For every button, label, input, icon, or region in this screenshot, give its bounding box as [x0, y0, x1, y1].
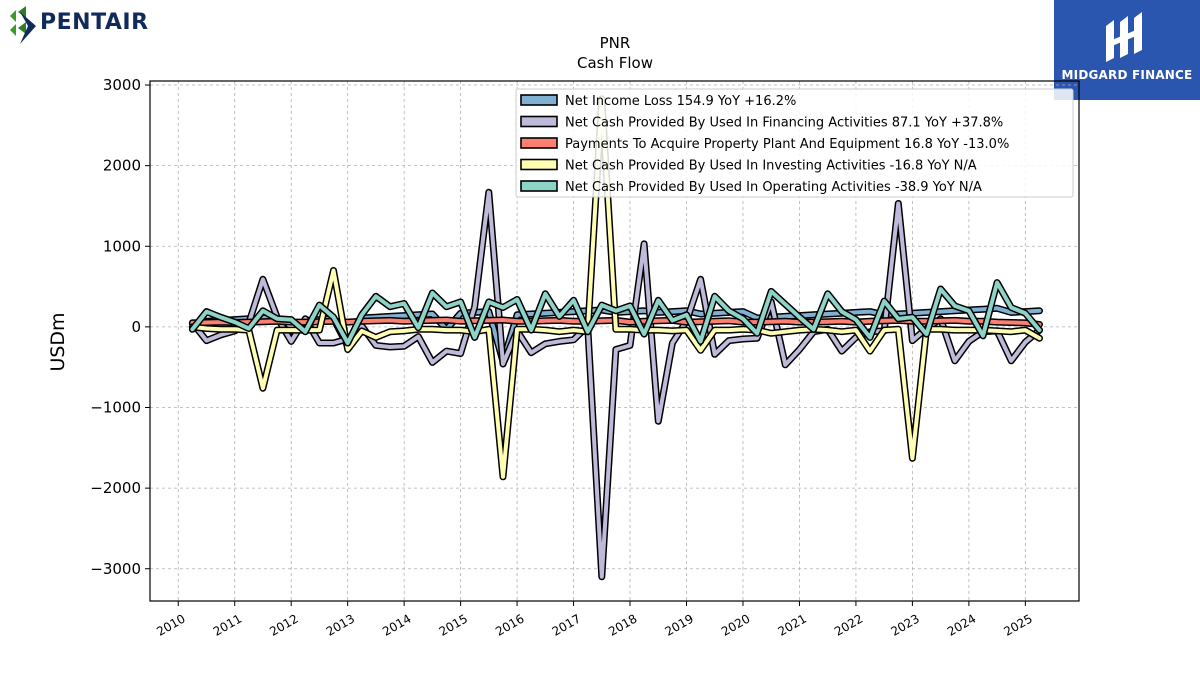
y-tick-label: 1000: [103, 237, 141, 255]
y-tick-label: −2000: [90, 479, 141, 497]
x-tick-label: 2010: [154, 611, 187, 638]
chart-subtitle: Cash Flow: [577, 54, 653, 72]
legend-label: Payments To Acquire Property Plant And E…: [565, 137, 1009, 152]
legend-box: [515, 88, 1074, 198]
legend-swatch: [520, 180, 558, 192]
y-tick-label: 3000: [103, 76, 141, 94]
series-line: [190, 190, 1042, 579]
x-tick-label: 2013: [324, 611, 357, 638]
y-tick-label: −3000: [90, 560, 141, 578]
x-tick-label: 2020: [719, 611, 752, 638]
legend-label: Net Income Loss 154.9 YoY +16.2%: [565, 94, 796, 109]
legend-swatch: [520, 94, 558, 106]
legend-swatch: [520, 137, 558, 149]
x-tick-label: 2024: [945, 611, 978, 638]
x-tick-label: 2025: [1001, 611, 1034, 638]
pentair-logo: PENTAIR: [6, 4, 176, 46]
x-tick-label: 2019: [663, 611, 696, 638]
x-tick-label: 2022: [832, 611, 865, 638]
x-tick-label: 2015: [437, 611, 470, 638]
legend-label: Net Cash Provided By Used In Investing A…: [565, 159, 977, 174]
x-tick-label: 2011: [211, 611, 244, 638]
series-line: [190, 96, 1042, 479]
y-tick-label: 0: [131, 318, 141, 336]
legend-label: Net Cash Provided By Used In Operating A…: [565, 180, 982, 195]
legend-swatch: [520, 115, 558, 128]
x-tick-label: 2021: [775, 611, 808, 638]
chart-title: PNR: [600, 34, 631, 52]
y-axis-label: USDm: [47, 312, 69, 371]
legend: Net Income Loss 154.9 YoY +16.2% Net Cash…: [515, 88, 1074, 198]
midgard-finance-logo-text: MIDGARD FINANCE: [1061, 68, 1193, 82]
midgard-finance-logo: MIDGARD FINANCE: [1054, 0, 1200, 100]
x-tick-label: 2012: [267, 611, 300, 638]
plot-frame: [149, 80, 1080, 602]
pentair-logo-mark: [10, 6, 36, 44]
y-tick-label: −1000: [90, 399, 141, 417]
legend-label: Net Cash Provided By Used In Financing A…: [565, 116, 1003, 131]
x-tick-label: 2023: [888, 611, 921, 638]
x-tick-label: 2017: [550, 611, 583, 638]
x-tick-label: 2014: [380, 611, 413, 638]
midgard-finance-logo-mark: [1106, 12, 1142, 62]
pentair-logo-text: PENTAIR: [40, 10, 149, 35]
x-tick-label: 2016: [493, 611, 526, 638]
series-line: [190, 280, 1042, 345]
y-tick-label: 2000: [103, 157, 141, 175]
series-lines: [188, 95, 1043, 581]
x-tick-label: 2018: [606, 611, 639, 638]
legend-swatch: [520, 158, 558, 171]
